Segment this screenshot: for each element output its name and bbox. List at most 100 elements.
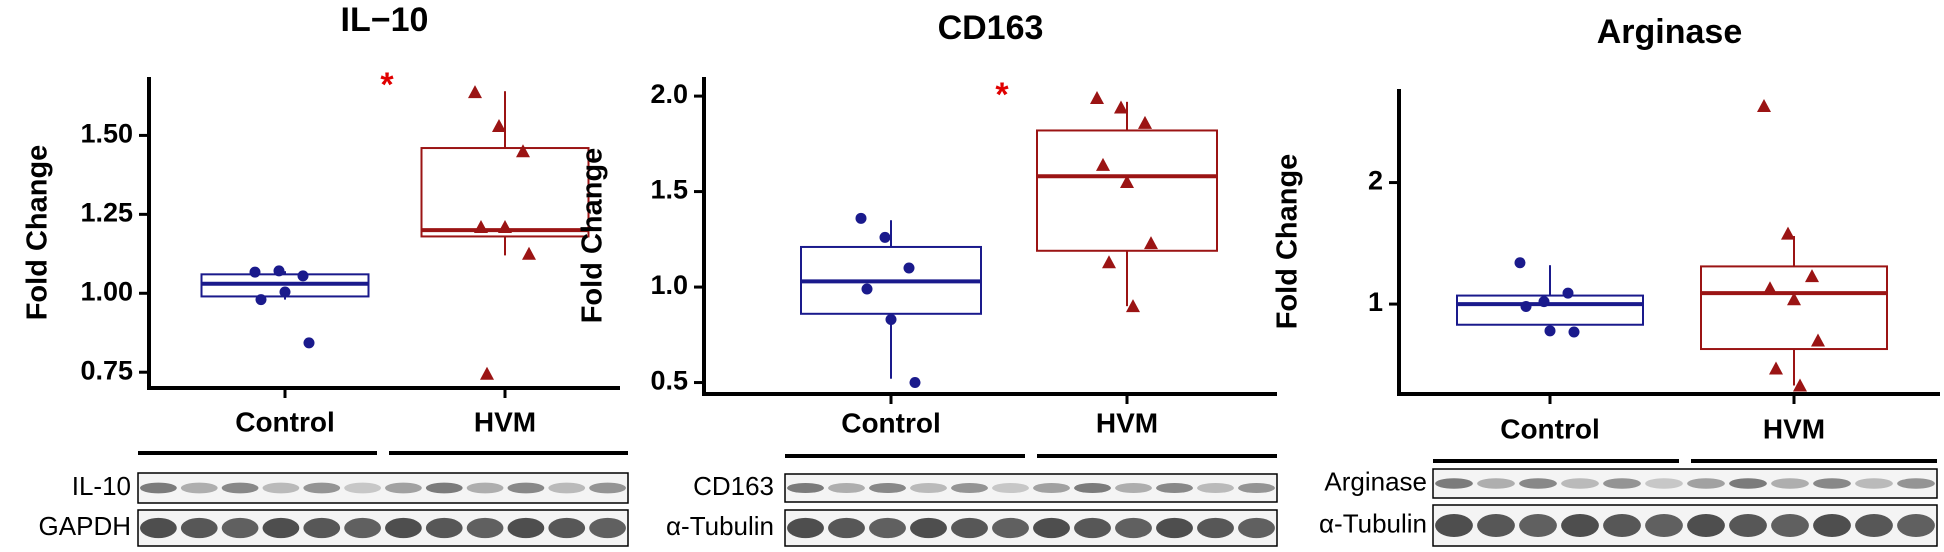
blot-band bbox=[507, 482, 545, 494]
blot-band bbox=[951, 517, 988, 539]
blot-band bbox=[1115, 482, 1152, 494]
data-point bbox=[1138, 115, 1152, 129]
x-tick-label: Control bbox=[235, 406, 335, 437]
box bbox=[1036, 129, 1218, 252]
blot-frame bbox=[137, 509, 629, 547]
data-point bbox=[1811, 333, 1825, 347]
blot-band bbox=[589, 482, 626, 494]
x-tick-label: Control bbox=[841, 407, 941, 438]
blot-band bbox=[303, 482, 341, 494]
blot-band bbox=[466, 517, 504, 539]
blot-band bbox=[1197, 482, 1234, 494]
blot-label: Arginase bbox=[1324, 466, 1427, 496]
data-point bbox=[1781, 226, 1795, 240]
blot-band bbox=[548, 517, 586, 539]
chart-title: IL−10 bbox=[341, 1, 429, 39]
blot-band bbox=[910, 482, 947, 494]
box bbox=[1700, 265, 1888, 351]
y-tick-label: 1.0 bbox=[650, 270, 688, 300]
blot-band bbox=[1238, 517, 1275, 539]
y-tick-label: 1.00 bbox=[80, 276, 133, 306]
blot-band bbox=[1771, 478, 1809, 489]
blot-frame bbox=[784, 509, 1278, 547]
data-point bbox=[1520, 301, 1532, 313]
blot-band bbox=[992, 482, 1029, 494]
data-point bbox=[279, 286, 291, 298]
data-point bbox=[1538, 296, 1550, 308]
data-point bbox=[303, 337, 315, 349]
blot-label: GAPDH bbox=[39, 511, 131, 541]
y-tick-label: 0.75 bbox=[80, 355, 133, 385]
data-point bbox=[1096, 157, 1110, 171]
blot-band bbox=[140, 517, 177, 539]
blot-label: α-Tubulin bbox=[1319, 508, 1427, 538]
blot-band bbox=[951, 482, 988, 494]
blot-band bbox=[385, 482, 422, 494]
data-point bbox=[1090, 91, 1104, 105]
data-point bbox=[1514, 257, 1526, 269]
blot-band bbox=[787, 482, 824, 494]
blot-band bbox=[425, 517, 463, 539]
blot-frame bbox=[137, 472, 629, 504]
blot-label: IL-10 bbox=[72, 471, 131, 501]
data-point bbox=[1562, 287, 1574, 299]
blot-band bbox=[1074, 517, 1111, 539]
blot-band bbox=[1561, 514, 1599, 537]
data-point bbox=[255, 294, 267, 306]
blot-band bbox=[1435, 478, 1473, 489]
data-point bbox=[1102, 255, 1116, 269]
data-point bbox=[492, 118, 506, 132]
blot-band bbox=[507, 517, 545, 539]
data-point bbox=[1114, 100, 1128, 114]
blot-band bbox=[1603, 514, 1641, 537]
data-point bbox=[1757, 99, 1771, 113]
blot-band bbox=[1897, 514, 1935, 537]
blot-label: CD163 bbox=[693, 471, 774, 501]
blot-band bbox=[344, 517, 381, 539]
data-point bbox=[468, 85, 482, 99]
data-point bbox=[1126, 299, 1140, 313]
data-point bbox=[1544, 325, 1556, 337]
blot-band bbox=[1156, 517, 1193, 539]
data-point bbox=[1144, 236, 1158, 250]
blot-band bbox=[1519, 514, 1557, 537]
data-point bbox=[885, 314, 897, 326]
blot-band bbox=[221, 482, 259, 494]
chart-title: Arginase bbox=[1597, 13, 1743, 51]
blot-band bbox=[1033, 517, 1070, 539]
significance-marker: * bbox=[995, 76, 1009, 114]
y-tick-label: 1 bbox=[1368, 287, 1383, 317]
data-point bbox=[909, 377, 921, 389]
data-point bbox=[516, 144, 530, 158]
data-point bbox=[273, 265, 285, 277]
y-tick-label: 2 bbox=[1368, 166, 1383, 196]
blot-frame bbox=[1432, 468, 1938, 499]
blot-band bbox=[1645, 514, 1683, 537]
blot-band bbox=[1115, 517, 1152, 539]
data-point bbox=[861, 283, 873, 295]
blot-band bbox=[869, 517, 906, 539]
data-point bbox=[1568, 326, 1580, 338]
y-tick-label: 1.5 bbox=[650, 175, 688, 205]
blot-band bbox=[1197, 517, 1234, 539]
blot-band bbox=[1477, 514, 1515, 537]
data-point bbox=[1120, 175, 1134, 189]
data-point bbox=[903, 262, 915, 274]
data-point bbox=[297, 270, 309, 282]
x-tick-label: HVM bbox=[1096, 407, 1158, 438]
blot-band bbox=[262, 517, 300, 539]
box bbox=[420, 147, 590, 238]
x-tick-label: HVM bbox=[474, 406, 536, 437]
blot-band bbox=[589, 517, 626, 539]
blot-band bbox=[1729, 514, 1767, 537]
blot-band bbox=[1771, 514, 1809, 537]
chart-title: CD163 bbox=[938, 9, 1044, 47]
data-point bbox=[879, 231, 891, 243]
data-point bbox=[522, 246, 536, 260]
blot-band bbox=[1156, 482, 1193, 494]
blot-band bbox=[1687, 478, 1725, 489]
blot-band bbox=[1033, 482, 1070, 494]
data-point bbox=[480, 366, 494, 380]
x-tick-label: Control bbox=[1500, 413, 1600, 444]
significance-marker: * bbox=[380, 66, 394, 104]
